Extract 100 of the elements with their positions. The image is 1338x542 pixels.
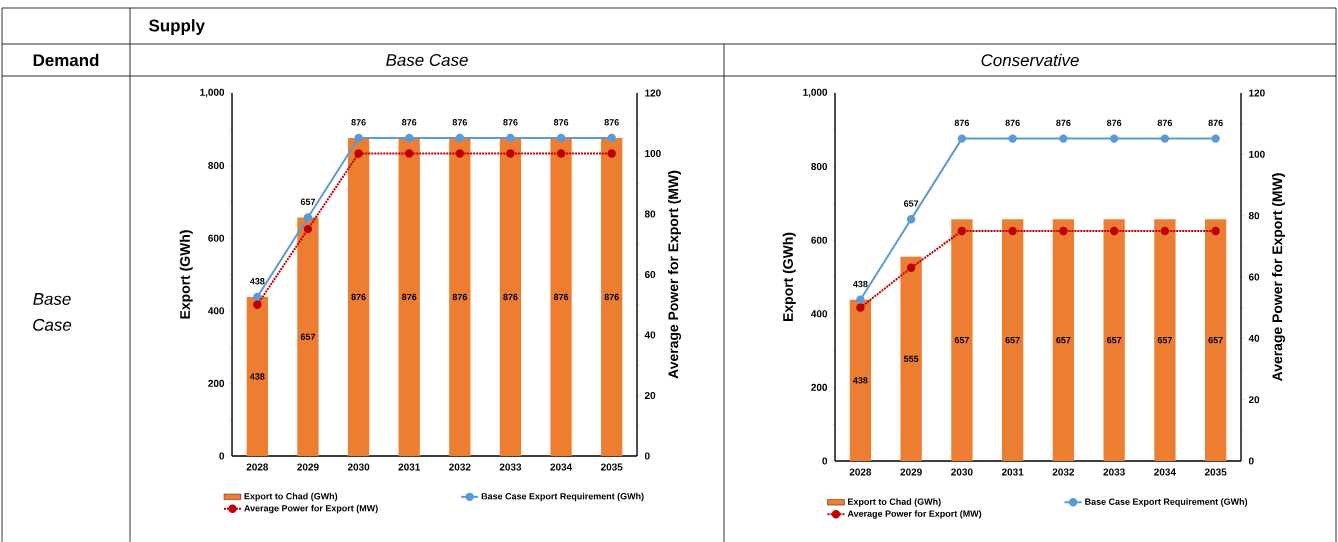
y-tick-label: 0 [822,457,828,465]
y2-tick-label: 40 [644,331,656,339]
data-label: 657 [903,200,919,207]
y-tick-label: 0 [219,452,225,460]
point [506,149,515,158]
y2-tick-label: 120 [645,89,661,97]
bar [1154,219,1176,461]
bar [849,299,872,461]
data-label: 657 [954,336,969,344]
bar [900,256,922,461]
x-tick-label: 2031 [1001,468,1024,476]
x-tick-label: 2028 [849,468,872,476]
y-tick-label: 600 [811,236,828,244]
data-label: 876 [1208,119,1223,127]
bar [1052,219,1075,461]
bar [1204,219,1227,461]
legend-label: Export to Chad (GWh) [848,498,941,507]
data-label: 876 [553,119,569,126]
y-tick-label: 200 [811,383,828,391]
legend-label: Average Power for Export (MW) [847,510,982,519]
bar [601,138,623,456]
y-axis-title: Export (GWh) [179,230,193,319]
bar [398,138,420,456]
y-tick-label: 1,000 [200,88,225,98]
y-tick-label: 800 [208,162,225,170]
point [607,133,616,143]
data-label: 876 [1106,119,1122,127]
data-label: 657 [1157,336,1172,344]
y2-tick-label: 0 [644,452,650,460]
point [455,149,465,158]
point [455,133,465,143]
data-label: 876 [452,119,467,126]
data-label: 876 [604,119,619,126]
point [856,303,865,312]
point [1160,226,1170,236]
point [1008,134,1017,143]
point [253,292,262,302]
point [1059,134,1068,143]
y2-axis-title: Average Power for Export (MW) [668,170,682,379]
legend-label: Base Case Export Requirement (GWh) [1085,498,1248,507]
text: Demand [33,53,99,67]
chart-title: Conservative [981,53,1079,67]
bar [1001,219,1024,461]
point [253,300,262,309]
data-label: 876 [1157,119,1173,127]
y-tick-label: 1,000 [803,88,828,98]
point [856,295,865,304]
point [1211,226,1220,236]
x-tick-label: 2030 [951,468,973,476]
y-tick-label: 200 [208,379,225,387]
bar [1103,219,1125,461]
y2-tick-label: 120 [1249,89,1265,97]
data-label: 657 [1005,336,1020,344]
data-label: 657 [1106,336,1122,344]
y-tick-label: 400 [811,310,828,318]
bar [550,138,572,456]
data-label: 876 [1005,119,1020,127]
y2-axis-title: Average Power for Export (MW) [1272,173,1286,381]
y-tick-label: 600 [208,234,225,242]
y2-tick-label: 60 [1248,273,1260,281]
data-label: 438 [853,280,868,288]
point [906,215,916,224]
y2-tick-label: 0 [1248,457,1254,465]
text: Base Case [33,293,72,331]
point [607,149,616,158]
data-label: 876 [452,293,467,301]
data-label: 438 [249,278,265,285]
point [957,226,967,236]
bar [297,217,319,456]
x-tick-label: 2035 [600,463,623,471]
y-tick-label: 400 [208,307,225,315]
data-label: 657 [1208,336,1223,344]
bar [347,138,370,456]
data-label: 876 [553,293,569,301]
y-tick-label: 800 [811,163,828,171]
data-label: 876 [402,119,417,126]
point [1008,226,1017,236]
y2-tick-label: 40 [1248,334,1260,342]
data-label: 438 [249,373,265,380]
x-tick-label: 2033 [499,463,522,471]
legend-label: Base Case Export Requirement (GWh) [481,492,644,502]
bar [951,219,973,461]
data-label: 876 [1056,119,1071,127]
point [303,213,313,222]
x-tick-label: 2033 [1103,468,1125,476]
point [1109,226,1119,236]
point [354,133,363,143]
data-label: 876 [351,119,366,126]
x-tick-label: 2031 [398,463,421,471]
y2-tick-label: 100 [645,149,661,158]
point [1160,134,1170,143]
x-tick-label: 2030 [347,463,370,471]
point [405,149,414,158]
legend-label: Export to Chad (GWh) [244,492,338,502]
x-tick-label: 2032 [449,463,471,471]
point [906,263,916,272]
data-label: 657 [1056,336,1071,344]
point [405,133,414,143]
data-label: 657 [300,198,316,205]
y2-tick-label: 80 [1248,212,1260,220]
